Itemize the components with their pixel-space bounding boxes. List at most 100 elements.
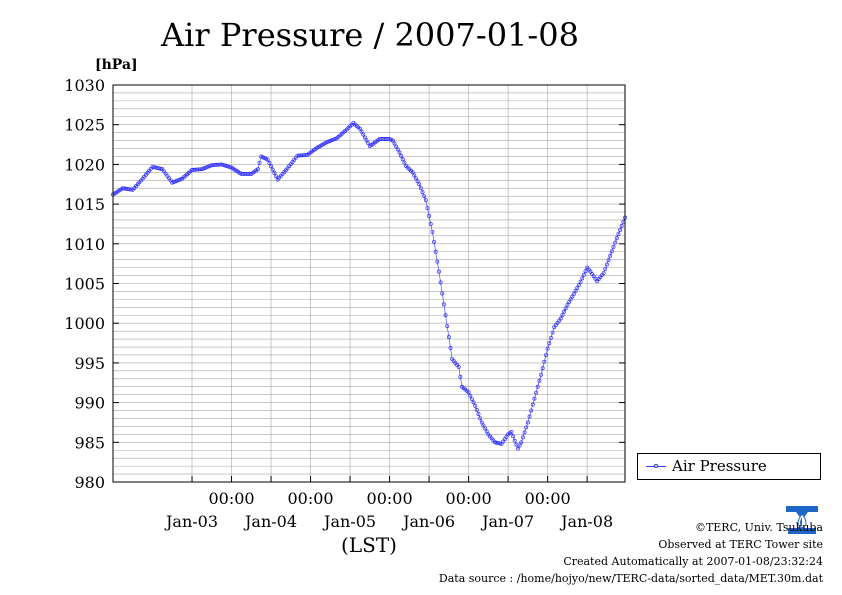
- legend: Air Pressure: [637, 453, 821, 480]
- data-point: [446, 335, 451, 340]
- x-axis-label: (LST): [341, 533, 397, 557]
- data-point: [530, 402, 535, 407]
- data-point: [524, 425, 529, 430]
- credit-created: Created Automatically at 2007-01-08/23:3…: [563, 555, 823, 568]
- data-point: [532, 396, 537, 401]
- data-point: [601, 271, 606, 276]
- data-point: [399, 153, 404, 158]
- data-point: [362, 135, 367, 140]
- y-tick-label: 985: [74, 433, 105, 452]
- data-point: [158, 166, 163, 171]
- data-point: [423, 198, 428, 203]
- data-point: [433, 249, 438, 254]
- data-point: [609, 249, 614, 254]
- data-point: [519, 440, 524, 445]
- data-point: [415, 179, 420, 184]
- data-point: [529, 408, 534, 413]
- data-point: [563, 306, 568, 311]
- data-point: [562, 309, 567, 314]
- data-point: [550, 330, 555, 335]
- y-axis-ticks: 980 985 990 995 1000 1005 1010 1015 1020 1025 1030: [64, 76, 625, 492]
- data-point: [560, 313, 565, 318]
- x-tick-label-time: 00:00: [367, 489, 413, 508]
- data-point: [402, 160, 407, 165]
- data-point: [542, 359, 547, 364]
- data-point: [418, 186, 423, 191]
- series-air-pressure: [111, 121, 627, 451]
- data-point: [476, 412, 481, 417]
- x-tick-label-time: 00:00: [288, 489, 334, 508]
- data-point: [227, 165, 232, 169]
- data-point: [270, 167, 275, 172]
- data-point: [473, 403, 478, 408]
- data-point: [511, 434, 515, 439]
- data-point: [618, 228, 623, 232]
- data-point: [581, 272, 586, 277]
- data-point: [483, 426, 488, 431]
- data-point: [575, 285, 580, 290]
- y-tick-label: 980: [74, 473, 105, 492]
- data-point: [224, 164, 229, 168]
- data-point: [481, 423, 486, 428]
- y-tick-label: 990: [74, 394, 105, 413]
- data-point: [573, 288, 578, 293]
- x-axis-ticks: Jan-03 00:00 Jan-04 00:00 Jan-05 00:00 Jan-06 0…: [164, 476, 613, 531]
- data-point: [479, 420, 484, 425]
- data-point: [548, 335, 553, 340]
- x-tick-label-day: Jan-08: [559, 512, 613, 531]
- y-tick-label: 1025: [64, 116, 105, 135]
- data-point: [537, 378, 542, 383]
- data-point: [534, 390, 539, 395]
- data-point: [456, 364, 461, 369]
- data-point: [361, 132, 366, 137]
- data-point: [366, 141, 371, 146]
- data-point: [613, 240, 618, 245]
- grid-lines: [113, 85, 625, 482]
- data-point: [558, 316, 563, 321]
- data-point: [440, 291, 445, 296]
- data-point: [604, 262, 609, 267]
- x-tick-label-day: Jan-04: [243, 512, 297, 531]
- data-point: [565, 302, 570, 307]
- data-point: [390, 138, 395, 143]
- data-point: [570, 294, 575, 299]
- data-point: [257, 160, 262, 165]
- data-point: [274, 174, 278, 179]
- data-point: [226, 164, 231, 169]
- x-tick-label-day: Jan-03: [164, 512, 218, 531]
- y-tick-label: 1020: [64, 155, 105, 174]
- data-point: [616, 232, 621, 237]
- data-point: [417, 182, 422, 187]
- chart-title: Air Pressure / 2007-01-08: [160, 16, 579, 54]
- terc-logo: [782, 503, 822, 535]
- data-point: [603, 266, 608, 271]
- data-point: [269, 164, 273, 169]
- data-point: [525, 420, 530, 425]
- data-point: [614, 236, 619, 241]
- data-point: [394, 144, 399, 149]
- data-point: [540, 366, 545, 371]
- data-point: [608, 253, 613, 258]
- data-point: [413, 176, 418, 181]
- data-point: [466, 390, 471, 395]
- data-point: [412, 173, 417, 178]
- y-axis-unit: [hPa]: [95, 57, 138, 73]
- data-point: [458, 374, 463, 379]
- data-point: [516, 446, 520, 451]
- x-tick-label-day: Jan-05: [322, 512, 376, 531]
- data-point: [517, 443, 522, 448]
- data-point: [535, 384, 540, 389]
- data-point: [578, 279, 583, 284]
- y-tick-label: 1005: [64, 275, 105, 294]
- y-tick-label: 1030: [64, 76, 105, 95]
- data-point: [522, 430, 527, 435]
- data-point: [539, 372, 543, 377]
- data-point: [438, 280, 443, 285]
- data-point: [547, 341, 552, 346]
- legend-marker: [646, 464, 666, 468]
- data-point: [619, 223, 624, 228]
- data-point: [435, 259, 440, 264]
- data-point: [443, 313, 448, 318]
- data-point: [432, 239, 436, 244]
